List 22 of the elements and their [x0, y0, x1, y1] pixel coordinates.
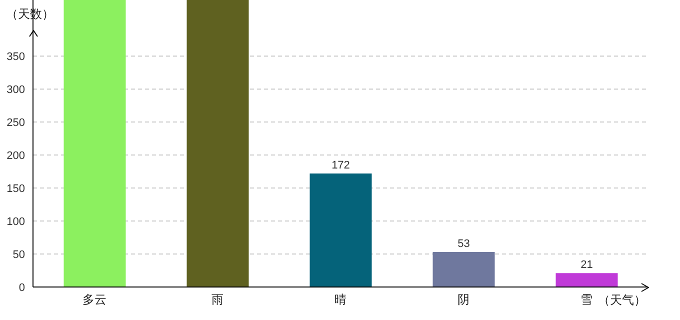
y-tick-label: 50 [12, 248, 25, 261]
bar [310, 174, 372, 287]
x-tick-label: 晴 [334, 292, 346, 307]
data-label: 172 [332, 160, 350, 172]
y-tick-label: 100 [6, 216, 25, 228]
x-axis-title: （天气） [598, 292, 646, 309]
y-tick-label: 350 [6, 50, 25, 63]
bar [64, 0, 126, 287]
y-tick-label: 250 [6, 116, 25, 129]
bar [556, 273, 618, 287]
data-label: 21 [580, 259, 593, 272]
y-tick-label: 200 [6, 150, 25, 162]
x-tick-label: 阴 [458, 292, 470, 307]
bar [186, 0, 249, 287]
bar [432, 252, 495, 287]
x-tick-label: 雪 [580, 292, 592, 307]
y-tick-label: 0 [18, 282, 25, 294]
data-label: 53 [458, 238, 470, 250]
x-tick-label: 雨 [212, 292, 224, 307]
y-tick-label: 300 [6, 84, 25, 96]
x-tick-label: 多云 [82, 292, 106, 307]
y-tick-label: 150 [6, 182, 25, 195]
